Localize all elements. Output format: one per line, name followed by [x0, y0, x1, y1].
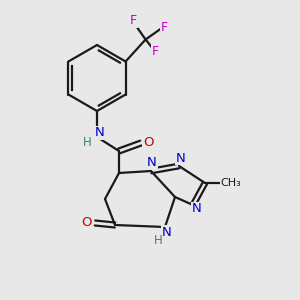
Text: O: O: [143, 136, 153, 148]
Text: O: O: [82, 215, 92, 229]
Text: F: F: [152, 45, 159, 58]
Text: CH₃: CH₃: [220, 178, 242, 188]
Text: H: H: [82, 136, 91, 148]
Text: F: F: [161, 21, 168, 34]
Text: N: N: [192, 202, 202, 215]
Text: H: H: [154, 235, 162, 248]
Text: N: N: [95, 127, 105, 140]
Text: N: N: [176, 152, 186, 164]
Text: N: N: [162, 226, 172, 238]
Text: F: F: [130, 14, 137, 27]
Text: N: N: [147, 157, 157, 169]
